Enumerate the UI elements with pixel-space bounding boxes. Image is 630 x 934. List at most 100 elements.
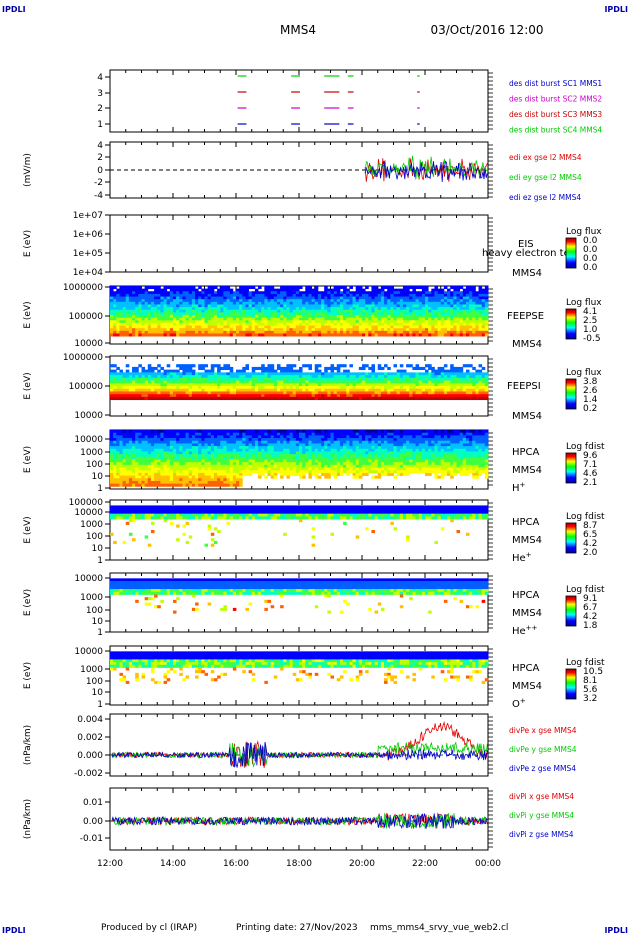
spectrogram-cell [207,296,212,300]
spectrogram-cell [138,462,142,466]
spectrogram-cell [469,372,473,376]
spectrogram-cell [387,333,391,337]
spectrogram-cell [232,483,237,487]
spectrogram-cell [198,309,202,313]
spectrogram-cell [437,377,442,381]
spectrogram-cell [280,293,284,297]
spectrogram-cell [418,315,423,319]
spectrogram-cell [292,299,297,303]
spectrogram-cell [154,464,158,468]
spectrogram-cell [295,299,300,303]
spectrogram-cell [157,394,161,398]
spectrogram-cell [220,483,224,487]
spectrogram-cell [213,333,218,337]
spectrogram-cell [157,372,161,376]
spectrogram-cell [302,296,306,300]
spectrogram-cell [437,391,442,395]
spectrogram-cell [232,293,237,297]
spectrogram-cell [204,435,209,439]
spectrogram-cell [163,333,168,337]
spectrogram-cell [387,315,391,319]
spectrogram-cell [308,296,312,300]
spectrogram-cell [138,440,142,444]
spectrogram-cell [399,328,404,332]
spectrogram-cell [144,480,149,485]
spectrogram-cell [113,320,117,324]
spectrogram-cell [141,396,146,401]
spectrogram-cell [119,483,123,487]
spectrogram-cell [314,377,319,381]
spectrogram-cell [443,322,448,326]
spectrogram-cell [349,330,353,334]
spectrogram-cell [273,391,278,395]
spectrogram-cell [188,375,193,379]
spectrogram-cell [147,472,152,476]
spectrogram-cell [434,391,438,395]
spectrogram-cell [242,366,246,371]
spectrogram-cell [201,364,205,368]
spectrogram-cell [232,320,237,324]
spectrogram-cell [358,394,363,398]
spectrogram-cell [418,317,423,321]
spectrogram-cell [163,383,168,387]
spectrogram-cell [232,470,237,474]
spectrogram-cell [198,312,202,316]
spectrogram-cell [217,330,221,334]
spectrogram-cell [223,383,227,387]
spectrogram-cell [425,388,429,392]
spectrogram-cell [358,291,363,295]
spectrogram-cell [251,386,256,390]
spectrogram-cell [406,312,410,316]
spectrogram-cell [116,456,120,460]
spectrogram-cell [135,307,139,311]
spectrogram-cell [138,320,142,324]
spectrogram-cell [412,288,416,292]
spectrogram-cell [472,383,476,387]
spectrogram-cell [311,312,316,316]
spectrogram-cell [299,291,303,295]
spectrogram-cell [270,317,275,321]
spectrogram-cell [469,325,473,329]
spectrogram-cell [122,464,127,468]
spectrogram-cell [377,291,382,295]
spectrogram-cell [324,386,328,390]
spectrogram-cell [484,293,489,297]
spectrogram-cell [472,380,476,384]
spectrogram-cell [144,464,149,468]
spectrogram-cell [122,375,127,379]
spectrogram-cell [440,293,445,297]
spectrogram-cell [396,325,401,329]
spectrogram-cell [236,304,240,308]
y-axis-label: E (eV) [23,372,33,399]
spectrogram-cell [195,396,199,401]
spectrogram-cell [447,325,451,329]
spectrogram-cell [150,328,155,332]
spectrogram-cell [176,459,180,463]
spectrogram-cell [484,391,489,395]
spectrogram-cell [182,366,186,371]
spectrogram-cell [431,291,435,295]
spectrogram-cell [195,322,199,326]
spectrogram-cell [402,301,407,305]
spectrogram-cell [204,446,209,450]
spectrogram-cell [217,320,221,324]
spectrogram-cell [226,288,231,292]
spectrogram-cell [207,375,212,379]
spectrogram-cell [371,369,375,373]
spectrogram-cell [154,304,158,308]
spectrogram-cell [396,312,401,316]
spectrogram-cell [147,364,152,368]
spectrogram-cell [431,301,435,305]
spectrogram-cell [132,293,136,297]
spectrogram-cell [182,330,186,334]
spectrogram-cell [336,366,341,371]
spectrogram-cell [195,475,199,479]
spectrogram-cell [302,291,306,295]
spectrogram-cell [116,472,120,476]
spectrogram-cell [125,480,130,485]
spectrogram-cell [226,330,231,334]
spectrogram-cell [169,388,174,392]
spectrogram-cell [232,394,237,398]
spectrogram-cell [434,325,438,329]
spectrogram-cell [232,388,237,392]
